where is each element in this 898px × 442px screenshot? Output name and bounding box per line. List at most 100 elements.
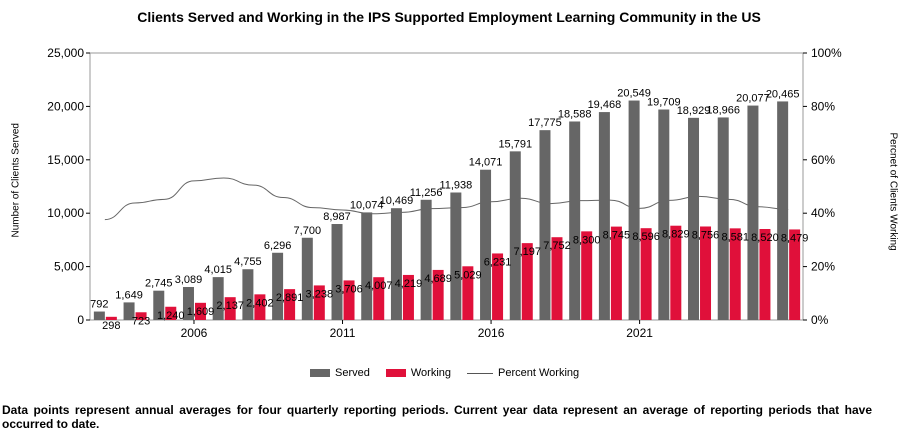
bar-served	[331, 224, 343, 320]
data-label-served: 18,966	[706, 104, 740, 116]
data-label-served: 15,791	[498, 138, 532, 150]
bar-served	[390, 208, 402, 320]
data-label-working: 2,137	[216, 300, 244, 312]
legend-label-served: Served	[335, 367, 370, 379]
bar-working	[432, 269, 444, 320]
data-label-served: 11,256	[410, 187, 443, 199]
legend-label-working: Working	[410, 367, 452, 379]
data-label-served: 20,465	[766, 88, 800, 100]
x-tick-label: 2006	[181, 326, 208, 340]
data-label-working: 723	[132, 315, 150, 327]
data-label-working: 4,219	[395, 278, 423, 290]
bar-served	[688, 117, 700, 320]
bar-working	[254, 294, 266, 320]
legend-line-percent	[467, 372, 494, 374]
data-label-working: 3,238	[306, 288, 334, 300]
bar-served	[480, 169, 492, 320]
data-label-served: 8,987	[323, 211, 351, 223]
data-label-working: 8,596	[632, 231, 660, 243]
bar-working	[165, 306, 177, 320]
x-tick-label: 2021	[626, 326, 653, 340]
bar-served	[658, 109, 670, 321]
data-label-served: 4,015	[204, 264, 232, 276]
bar-working	[670, 225, 682, 320]
bar-working	[581, 231, 593, 320]
y2-tick-label: 20%	[811, 260, 835, 274]
x-tick-label: 2016	[478, 326, 505, 340]
bar-served	[569, 121, 581, 320]
legend-item-working: Working	[385, 367, 452, 379]
line-percent-working	[104, 177, 789, 221]
data-label-served: 7,700	[294, 225, 322, 237]
data-label-served: 1,649	[115, 289, 143, 301]
bar-working	[700, 226, 712, 320]
data-label-working: 7,197	[514, 246, 542, 258]
legend-label-percent-working: Percent Working	[498, 367, 580, 379]
data-label-working: 8,479	[781, 232, 809, 244]
bar-served	[93, 311, 105, 320]
data-label-working: 2,891	[276, 292, 304, 304]
bar-working	[640, 228, 652, 320]
y-tick-label: 25,000	[47, 46, 84, 60]
bar-working	[551, 237, 563, 320]
bar-served	[747, 105, 759, 320]
data-label-working: 5,029	[454, 269, 482, 281]
data-label-working: 3,706	[335, 283, 363, 295]
data-label-working: 8,756	[692, 229, 720, 241]
bar-working	[610, 226, 622, 320]
legend: Served Working Percent Working	[310, 367, 595, 379]
bar-served	[182, 287, 194, 320]
bar-working	[492, 253, 504, 320]
bar-served	[242, 269, 254, 320]
legend-swatch-working	[385, 369, 406, 377]
bar-working	[105, 316, 117, 320]
legend-item-percent-working: Percent Working	[467, 367, 579, 379]
data-label-served: 792	[90, 299, 108, 311]
y-tick-label: 0	[77, 313, 84, 327]
y-tick-label: 20,000	[47, 99, 84, 113]
y-axis-right-label: Percnet of Clients Working	[887, 132, 898, 251]
data-label-served: 6,296	[264, 240, 292, 252]
data-label-working: 1,240	[157, 310, 185, 322]
y2-tick-label: 60%	[811, 153, 835, 167]
data-label-working: 1,609	[187, 306, 215, 318]
y-tick-label: 5,000	[54, 260, 84, 274]
y-tick-label: 15,000	[47, 153, 84, 167]
data-label-served: 17,775	[528, 117, 562, 129]
bar-served	[212, 277, 224, 320]
bar-working	[343, 280, 355, 320]
bar-working	[135, 312, 147, 320]
data-label-served: 10,469	[380, 195, 414, 207]
data-label-working: 8,520	[751, 232, 779, 244]
chart-title: Clients Served and Working in the IPS Su…	[137, 9, 761, 25]
bar-working	[373, 277, 385, 320]
bar-working	[284, 289, 296, 320]
y2-tick-label: 0%	[811, 313, 829, 327]
bar-served	[153, 290, 165, 320]
bar-working	[313, 285, 325, 320]
data-label-served: 4,755	[234, 256, 262, 268]
data-label-served: 2,745	[145, 278, 173, 290]
data-label-served: 19,468	[588, 99, 622, 111]
data-label-working: 8,581	[721, 231, 749, 243]
bar-working	[402, 274, 414, 320]
data-label-served: 19,709	[647, 97, 681, 109]
data-label-served: 10,074	[350, 199, 384, 211]
bar-served	[717, 117, 729, 321]
data-label-working: 8,829	[662, 229, 690, 241]
data-label-working: 6,231	[484, 256, 512, 268]
y2-tick-label: 100%	[811, 46, 842, 60]
data-label-served: 20,077	[736, 93, 770, 105]
bar-served	[509, 151, 521, 320]
bar-served	[301, 237, 313, 320]
data-label-served: 3,089	[175, 274, 203, 286]
legend-swatch-served	[310, 369, 330, 377]
y-axis-left-label: Number of Clients Served	[10, 123, 22, 238]
x-tick-label: 2011	[330, 326, 356, 340]
bar-served	[777, 101, 789, 320]
data-label-working: 4,007	[365, 280, 393, 292]
data-label-served: 20,549	[617, 88, 651, 100]
data-label-working: 8,300	[573, 234, 601, 246]
bar-working	[729, 228, 741, 320]
